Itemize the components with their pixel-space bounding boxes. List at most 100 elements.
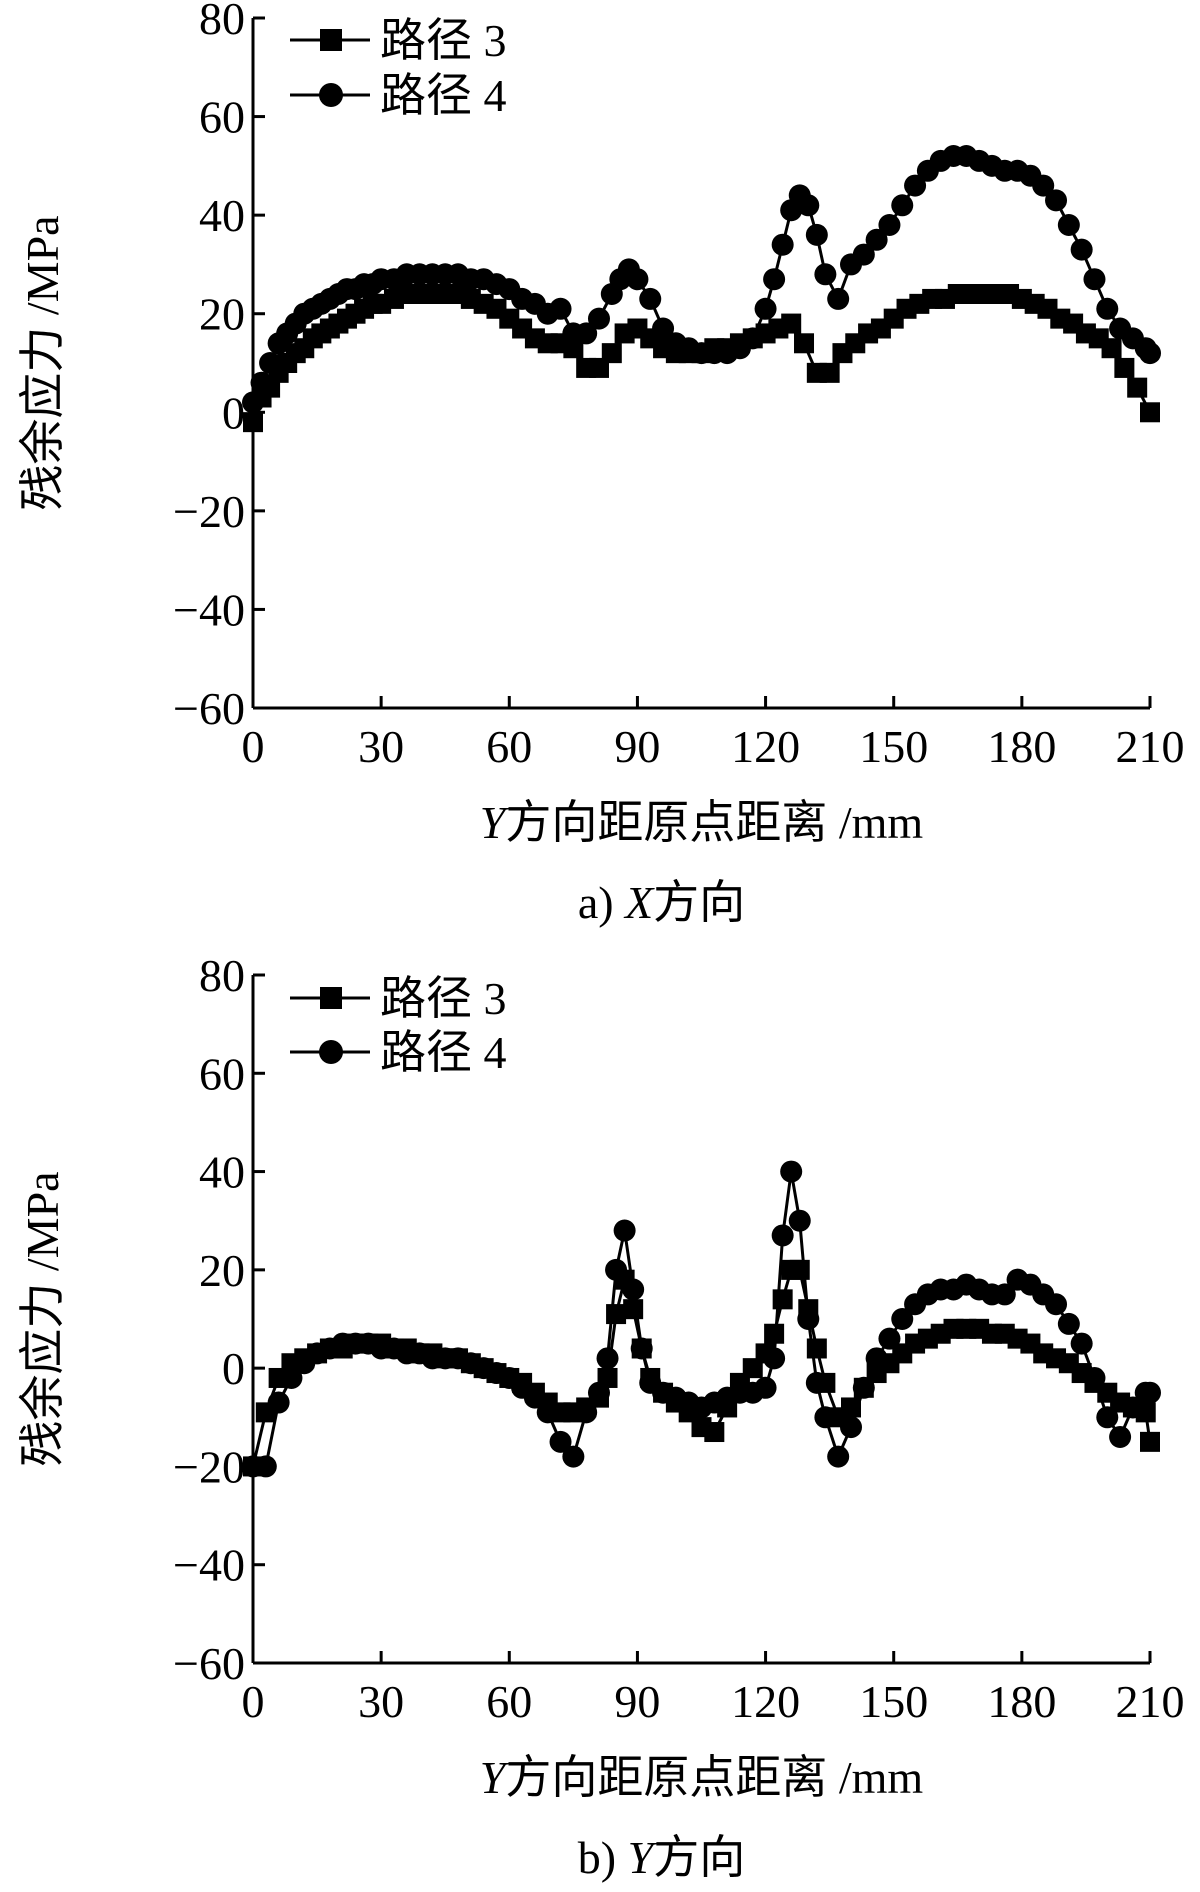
x-axis-title: Y方向距原点距离 /mm (480, 1752, 924, 1803)
data-point-square (789, 1259, 810, 1280)
legend-label: 路径 3 (380, 15, 507, 66)
data-point-circle (549, 297, 572, 320)
data-point-circle (763, 1347, 786, 1370)
data-point-circle (904, 174, 927, 197)
data-point-circle (797, 1308, 820, 1330)
x-tick-label: 210 (1116, 721, 1185, 772)
caption-prefix: a) (578, 877, 625, 928)
caption-prefix: b) (578, 1832, 628, 1883)
chart-panel-a: −60 −40 −20 0 20 40 60 80 0 30 60 90 120 150 180 210 残余应… (17, 0, 1185, 928)
data-point-circle (1121, 1396, 1144, 1419)
x-axis-title-rest: 方向距原点距离 /mm (505, 797, 923, 848)
data-point-square (819, 362, 840, 383)
x-axis-title-rest: 方向距原点距离 /mm (505, 1752, 923, 1803)
series-path3 (243, 1259, 1160, 1477)
legend-label: 路径 4 (380, 70, 507, 121)
data-point-circle (250, 371, 273, 394)
data-point-circle (1057, 214, 1080, 236)
data-point-square (243, 412, 263, 433)
y-axis-title: 残余应力 /MPa (17, 1171, 68, 1466)
y-tick-label: 20 (199, 1245, 245, 1296)
y-tick-label: −60 (173, 1638, 245, 1689)
data-point-circle (891, 1308, 914, 1330)
series-path4 (242, 145, 1161, 414)
x-tick-label: 60 (486, 1676, 532, 1727)
data-point-circle (780, 1160, 803, 1183)
x-tick-label: 120 (731, 1676, 800, 1727)
data-point-circle (788, 1209, 811, 1232)
x-tick-label: 0 (242, 1676, 265, 1727)
y-tick-label: 80 (199, 0, 245, 44)
data-point-circle (605, 1258, 628, 1281)
y-tick-label: 80 (199, 950, 245, 1001)
data-point-square (623, 1299, 644, 1320)
y-tick-label: 0 (222, 387, 245, 438)
data-point-square (1140, 1431, 1160, 1452)
data-point-circle (840, 1416, 862, 1439)
x-tick-label: 120 (731, 721, 800, 772)
data-point-square (781, 313, 802, 334)
data-point-circle (865, 1347, 888, 1370)
caption-suffix: 方向 (653, 1832, 745, 1883)
y-axis-title: 残余应力 /MPa (17, 215, 68, 510)
x-axis-title-var: Y (480, 797, 510, 848)
data-point-circle (630, 1337, 653, 1360)
data-point-circle (878, 1327, 901, 1350)
y-tick-label: 60 (199, 1048, 245, 1099)
data-point-circle (536, 1401, 559, 1424)
data-point-circle (771, 233, 794, 256)
data-point-circle (523, 1386, 546, 1409)
data-point-circle (805, 223, 828, 246)
data-point-circle (754, 297, 777, 320)
data-point-circle (626, 268, 649, 291)
data-point-circle (1096, 1406, 1119, 1429)
data-point-circle (1070, 1332, 1093, 1355)
x-tick-label: 0 (242, 721, 265, 772)
caption-axis: Y (628, 1832, 658, 1883)
data-point-circle (1083, 268, 1106, 291)
x-axis-title-var: Y (480, 1752, 510, 1803)
x-tick-label: 150 (859, 721, 928, 772)
data-point-circle (575, 1401, 598, 1424)
data-point-circle (878, 214, 901, 236)
data-point-circle (891, 194, 914, 217)
y-tick-label: 40 (199, 190, 245, 241)
data-point-circle (1139, 1381, 1161, 1404)
data-point-circle (771, 1224, 794, 1247)
y-tick-label: −40 (173, 584, 245, 635)
y-tick-label: −40 (173, 1540, 245, 1591)
data-point-circle (280, 1366, 303, 1389)
legend-marker-circle (319, 1040, 343, 1064)
data-point-circle (852, 1376, 875, 1399)
x-tick-label: 30 (358, 721, 404, 772)
data-point-square (1140, 402, 1160, 423)
legend-label: 路径 4 (380, 1027, 507, 1078)
data-point-square (1101, 338, 1122, 359)
legend: 路径 3路径 4 (290, 15, 507, 121)
data-point-circle (549, 1430, 572, 1453)
x-tick-label: 180 (987, 721, 1056, 772)
x-tick-label: 210 (1116, 1676, 1185, 1727)
data-point-circle (865, 228, 888, 251)
data-point-circle (596, 1347, 619, 1370)
data-point-circle (587, 307, 610, 330)
x-tick-label: 150 (859, 1676, 928, 1727)
data-point-square (1127, 377, 1148, 398)
data-point-circle (1032, 174, 1055, 197)
caption-suffix: 方向 (653, 877, 745, 928)
data-point-circle (267, 1391, 290, 1414)
data-point-circle (814, 263, 837, 286)
data-point-circle (1139, 342, 1161, 365)
data-point-circle (562, 1445, 585, 1468)
legend-marker-square (320, 29, 342, 51)
data-point-circle (1083, 1366, 1106, 1389)
data-point-circle (613, 1219, 636, 1242)
data-point-circle (741, 327, 764, 350)
chart-panel-b: −60 −40 −20 0 20 40 60 80 0 30 60 90 120 150 180 210 残余应… (17, 950, 1185, 1883)
data-point-circle (1057, 1312, 1080, 1335)
y-tick-label: 60 (199, 92, 245, 143)
data-point-square (772, 1289, 793, 1310)
y-tick-label: −20 (173, 1441, 245, 1492)
series-path4 (242, 1160, 1161, 1478)
